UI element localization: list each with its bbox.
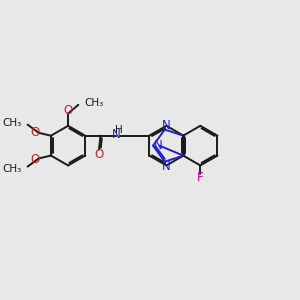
Text: O: O xyxy=(64,103,73,116)
Text: N: N xyxy=(112,128,121,141)
Text: CH₃: CH₃ xyxy=(2,164,21,174)
Text: N: N xyxy=(154,139,163,152)
Text: N: N xyxy=(161,160,170,172)
Text: CH₃: CH₃ xyxy=(2,118,21,128)
Text: N: N xyxy=(161,119,170,132)
Text: H: H xyxy=(115,125,123,135)
Text: CH₃: CH₃ xyxy=(85,98,104,108)
Text: F: F xyxy=(197,171,204,184)
Text: O: O xyxy=(94,148,103,161)
Text: O: O xyxy=(30,126,39,139)
Text: O: O xyxy=(30,152,39,166)
